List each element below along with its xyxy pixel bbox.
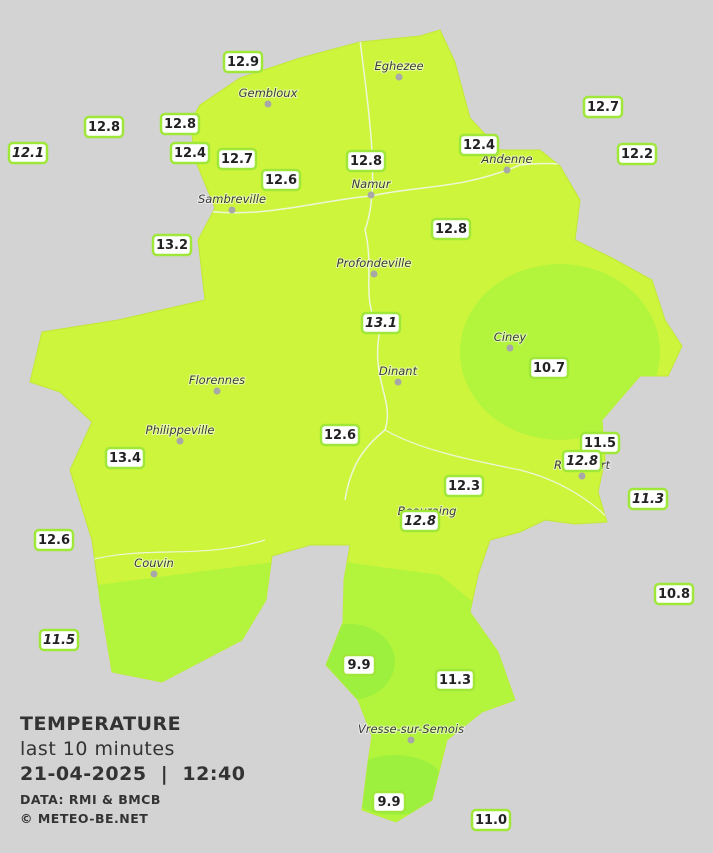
station-box bbox=[528, 356, 570, 380]
station-box bbox=[616, 142, 658, 166]
station-value: 12.7 bbox=[221, 152, 253, 167]
city-dot bbox=[150, 570, 158, 578]
city-label: Eghezee bbox=[374, 59, 423, 73]
city-dot bbox=[228, 206, 236, 214]
station-value: 12.8 bbox=[164, 117, 196, 132]
warm-zone bbox=[460, 264, 660, 440]
station-box bbox=[159, 112, 201, 136]
city-label: Florennes bbox=[189, 373, 245, 387]
legend-subtitle: last 10 minutes bbox=[20, 738, 175, 760]
legend-credit: © METEO-BE.NET bbox=[20, 811, 148, 826]
station-box bbox=[371, 790, 407, 814]
station-box bbox=[260, 168, 302, 192]
cool-zone bbox=[345, 755, 445, 815]
city-label: Namur bbox=[352, 177, 392, 191]
station-box bbox=[360, 311, 402, 335]
legend: TEMPERATURE last 10 minutes 21-04-2025 |… bbox=[20, 713, 245, 826]
station-value: 12.4 bbox=[174, 146, 206, 161]
station-box bbox=[434, 668, 476, 692]
station-box bbox=[561, 449, 603, 473]
city-dot bbox=[176, 437, 184, 445]
station-value: 11.3 bbox=[439, 673, 471, 688]
station-value: 12.8 bbox=[350, 154, 382, 169]
station-value: 12.8 bbox=[566, 454, 598, 469]
station-box bbox=[216, 147, 258, 171]
city-label: Profondeville bbox=[337, 256, 412, 270]
city-dot bbox=[394, 378, 402, 386]
station-box bbox=[38, 628, 80, 652]
station-box bbox=[169, 141, 211, 165]
station-box bbox=[458, 133, 500, 157]
station-value: 12.8 bbox=[404, 514, 436, 529]
station-value: 12.6 bbox=[38, 533, 70, 548]
station-value: 12.9 bbox=[227, 55, 259, 70]
city-label: Vresse-sur-Semois bbox=[358, 722, 464, 736]
station-box bbox=[399, 509, 441, 533]
station-value: 13.4 bbox=[109, 451, 141, 466]
station-box bbox=[104, 446, 146, 470]
station-box bbox=[33, 528, 75, 552]
river bbox=[384, 429, 611, 521]
station-box bbox=[470, 808, 512, 832]
station-box bbox=[7, 141, 49, 165]
station-value: 9.9 bbox=[377, 795, 400, 810]
station-value: 12.8 bbox=[435, 222, 467, 237]
legend-credit: DATA: RMI & BMCB bbox=[20, 792, 161, 807]
station-value: 9.9 bbox=[347, 658, 370, 673]
station-value: 11.5 bbox=[43, 633, 75, 648]
station-box bbox=[345, 149, 387, 173]
station-value: 11.3 bbox=[632, 492, 664, 507]
station-box bbox=[653, 582, 695, 606]
city-dot bbox=[367, 191, 375, 199]
station-box bbox=[341, 653, 377, 677]
city-label: Sambreville bbox=[198, 192, 266, 206]
city-dot bbox=[578, 472, 586, 480]
city-label: Dinant bbox=[379, 364, 418, 378]
station-box bbox=[319, 423, 361, 447]
river bbox=[89, 539, 266, 561]
city-dot bbox=[370, 270, 378, 278]
station-value: 10.8 bbox=[658, 587, 690, 602]
station-value: 11.5 bbox=[584, 436, 616, 451]
legend-datetime: 21-04-2025 | 12:40 bbox=[20, 763, 245, 785]
city-dot bbox=[407, 736, 415, 744]
city-dot bbox=[506, 344, 514, 352]
station-value: 12.4 bbox=[463, 138, 495, 153]
station-value: 12.6 bbox=[324, 428, 356, 443]
warm-zone bbox=[60, 560, 290, 700]
station-value: 12.3 bbox=[448, 479, 480, 494]
station-box bbox=[430, 217, 472, 241]
station-value: 10.7 bbox=[533, 361, 565, 376]
station-box bbox=[151, 233, 193, 257]
legend-title: TEMPERATURE bbox=[20, 713, 181, 735]
city-label: Couvin bbox=[134, 556, 174, 570]
station-value: 13.2 bbox=[156, 238, 188, 253]
station-box bbox=[627, 487, 669, 511]
city-dot bbox=[213, 387, 221, 395]
city-label: Gembloux bbox=[239, 86, 298, 100]
station-value: 12.7 bbox=[587, 100, 619, 115]
station-box bbox=[83, 115, 125, 139]
city-dot bbox=[264, 100, 272, 108]
city-dot bbox=[503, 166, 511, 174]
station-box bbox=[222, 50, 264, 74]
city-label: Ciney bbox=[494, 330, 527, 344]
station-value: 13.1 bbox=[365, 316, 397, 331]
station-value: 12.8 bbox=[88, 120, 120, 135]
city-dot bbox=[395, 73, 403, 81]
station-value: 12.2 bbox=[621, 147, 653, 162]
station-box bbox=[443, 474, 485, 498]
city-label: Philippeville bbox=[146, 423, 215, 437]
station-value: 11.0 bbox=[475, 813, 507, 828]
station-box bbox=[582, 95, 624, 119]
station-value: 12.1 bbox=[12, 146, 44, 161]
station-value: 12.6 bbox=[265, 173, 297, 188]
